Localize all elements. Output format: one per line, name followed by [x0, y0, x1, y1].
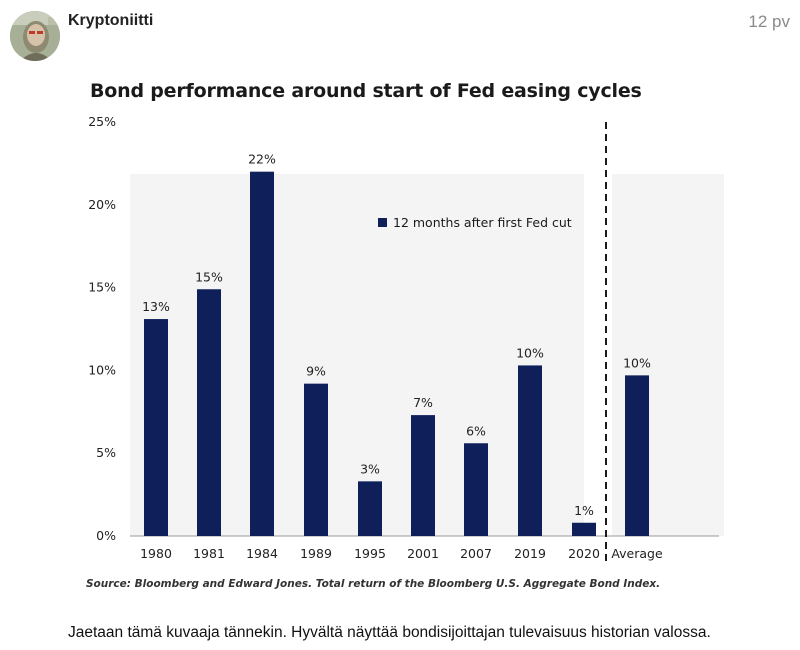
data-label: 7%	[413, 395, 433, 410]
y-tick-label: 5%	[96, 445, 116, 460]
x-tick-label: 1995	[354, 546, 386, 561]
bar	[464, 443, 488, 536]
y-tick-label: 25%	[88, 114, 116, 129]
y-tick-label: 15%	[88, 280, 116, 295]
x-tick-label: Average	[611, 546, 663, 561]
legend-label: 12 months after first Fed cut	[393, 215, 572, 230]
x-tick-label: 1984	[246, 546, 278, 561]
bar	[411, 415, 435, 536]
x-tick-label: 2019	[514, 546, 546, 561]
chart-image: Bond performance around start of Fed eas…	[76, 74, 736, 604]
x-tick-label: 2001	[407, 546, 439, 561]
username[interactable]: Kryptoniitti	[68, 12, 154, 29]
post-date[interactable]: 12 pv	[748, 12, 790, 31]
bar	[625, 375, 649, 536]
x-tick-label: 2007	[460, 546, 492, 561]
legend-swatch	[378, 218, 387, 227]
data-label: 6%	[466, 423, 486, 438]
data-label: 1%	[574, 503, 594, 518]
bar-chart: 0% 5% 10% 15% 20% 25% 13% 1980 15% 1981 22% 1984 9% 1…	[88, 114, 724, 566]
data-label: 3%	[360, 461, 380, 476]
x-tick-label: 2020	[568, 546, 600, 561]
y-tick-label: 20%	[88, 197, 116, 212]
banknote-portrait-icon	[10, 11, 60, 61]
chart-source: Source: Bloomberg and Edward Jones. Tota…	[86, 578, 661, 590]
x-tick-label: 1980	[140, 546, 172, 561]
data-label: 10%	[516, 345, 544, 360]
y-tick-label: 0%	[96, 528, 116, 543]
bar	[304, 383, 328, 536]
bar	[197, 289, 221, 536]
bar	[144, 319, 168, 536]
x-tick-label: 1981	[193, 546, 225, 561]
data-label: 22%	[248, 152, 276, 167]
x-tick-label: 1989	[300, 546, 332, 561]
bar	[518, 365, 542, 536]
bar	[358, 481, 382, 536]
post-header: Kryptoniitti 12 pv	[0, 0, 800, 70]
bar	[250, 171, 274, 536]
chart-title: Bond performance around start of Fed eas…	[90, 80, 642, 102]
avatar[interactable]	[10, 11, 60, 61]
data-label: 13%	[142, 299, 170, 314]
data-label: 15%	[195, 269, 223, 284]
data-label: 9%	[306, 364, 326, 379]
post-body-text: Jaetaan tämä kuvaaja tännekin. Hyvältä n…	[68, 624, 711, 641]
y-tick-label: 10%	[88, 362, 116, 377]
bar	[572, 522, 596, 536]
data-label: 10%	[623, 355, 651, 370]
